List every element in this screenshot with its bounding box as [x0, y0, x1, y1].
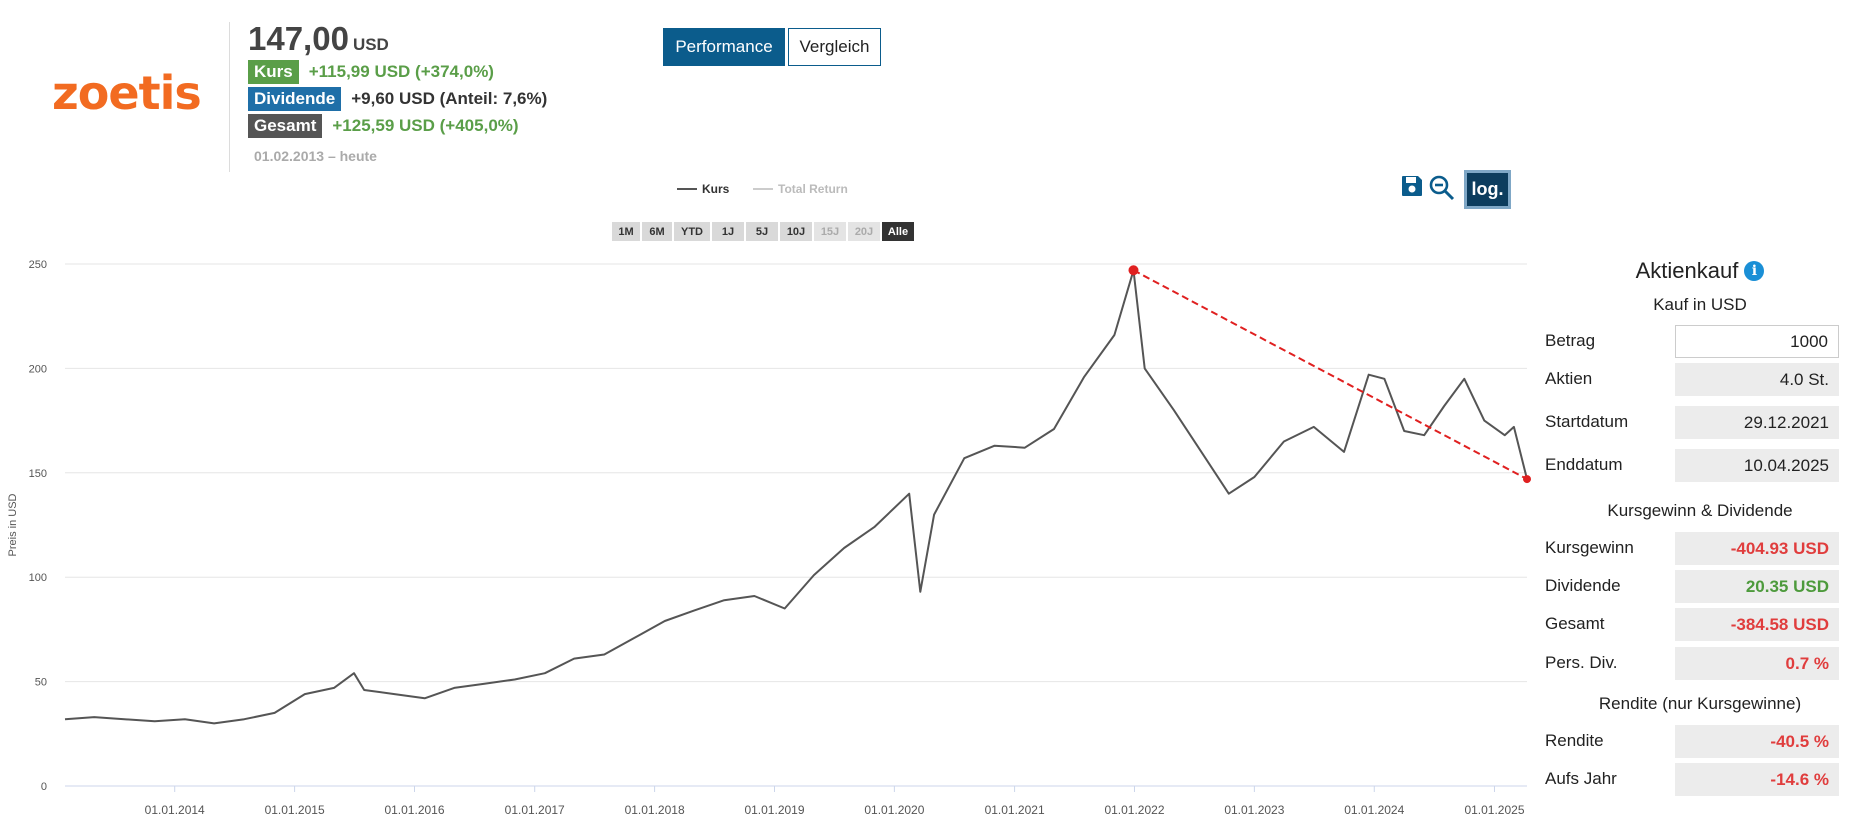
persdiv-value: 0.7 % — [1675, 647, 1839, 680]
current-price: 147,00 USD — [248, 20, 389, 58]
x-tick-label: 01.01.2018 — [625, 803, 685, 817]
total-badge: Gesamt — [248, 114, 323, 138]
y-tick-label: 250 — [29, 259, 47, 271]
panel-title: Aktienkauf i — [1530, 258, 1853, 284]
betrag-input[interactable] — [1675, 325, 1839, 358]
zoom-out-icon[interactable] — [1428, 174, 1456, 207]
price-currency: USD — [352, 35, 389, 54]
legend-item-total-return[interactable]: Total Return — [753, 182, 848, 196]
range-button-10j[interactable]: 10J — [780, 222, 812, 241]
x-tick-label: 01.01.2017 — [505, 803, 565, 817]
tab-performance[interactable]: Performance — [663, 28, 785, 66]
enddatum-label: Enddatum — [1545, 455, 1623, 474]
dividende-label: Dividende — [1545, 576, 1621, 595]
persdiv-label: Pers. Div. — [1545, 653, 1618, 672]
kurs-badge: Kurs — [248, 60, 299, 84]
dividend-row: Dividende +9,60 USD (Anteil: 7,6%) — [248, 87, 547, 111]
x-tick-label: 01.01.2024 — [1344, 803, 1404, 817]
x-tick-label: 01.01.2014 — [145, 803, 205, 817]
y-tick-label: 200 — [29, 363, 47, 375]
kursgewinn-value: -404.93 USD — [1675, 532, 1839, 565]
betrag-label: Betrag — [1545, 331, 1596, 350]
dividend-badge: Dividende — [248, 87, 342, 111]
range-button-alle[interactable]: Alle — [882, 222, 914, 241]
info-icon[interactable]: i — [1744, 261, 1765, 281]
kurs-line — [64, 269, 1528, 725]
y-tick-label: 0 — [41, 781, 47, 793]
legend-total-return-swatch — [753, 188, 773, 190]
legend-kurs-label: Kurs — [702, 182, 730, 196]
trend-end-point — [1523, 475, 1531, 484]
y-tick-label: 50 — [35, 677, 47, 689]
y-axis-ticks: 0 50 100 150 200 250 — [29, 259, 47, 793]
legend-kurs-swatch — [677, 188, 697, 190]
aktien-value: 4.0 St. — [1675, 363, 1839, 396]
rendite-label: Rendite — [1545, 731, 1604, 750]
dividende-value: 20.35 USD — [1675, 570, 1839, 603]
aktien-label: Aktien — [1545, 369, 1593, 388]
startdatum-label: Startdatum — [1545, 412, 1629, 431]
x-axis-ticks: 01.01.2014 01.01.2015 01.01.2016 01.01.2017… — [145, 786, 1525, 817]
range-button-1m[interactable]: 1M — [612, 222, 640, 241]
y-axis-label: Preis in USD — [7, 493, 19, 556]
trend-start-point — [1128, 265, 1139, 276]
enddatum-value[interactable]: 10.04.2025 — [1675, 449, 1839, 482]
legend-item-kurs[interactable]: Kurs — [677, 182, 729, 196]
trend-annotation — [1128, 265, 1531, 484]
y-tick-label: 100 — [29, 572, 47, 584]
section-kursgewinn-dividende: Kursgewinn & Dividende — [1607, 501, 1793, 520]
dividend-value: +9,60 USD (Anteil: 7,6%) — [351, 89, 548, 108]
total-value: +125,59 USD (+405,0%) — [332, 116, 519, 135]
aufsjahr-label: Aufs Jahr — [1545, 769, 1617, 788]
x-tick-label: 01.01.2025 — [1464, 803, 1524, 817]
header-divider — [229, 22, 230, 172]
x-tick-label: 01.01.2020 — [864, 803, 924, 817]
range-button-20j: 20J — [848, 222, 880, 241]
series-kurs — [64, 269, 1528, 725]
section-rendite: Rendite (nur Kursgewinne) — [1598, 694, 1802, 713]
aufsjahr-value: -14.6 % — [1675, 763, 1839, 796]
range-button-ytd[interactable]: YTD — [674, 222, 710, 241]
rendite-value: -40.5 % — [1675, 725, 1839, 758]
range-button-15j: 15J — [814, 222, 846, 241]
gesamt-label: Gesamt — [1545, 614, 1605, 633]
kursgewinn-label: Kursgewinn — [1545, 538, 1634, 557]
range-button-1j[interactable]: 1J — [712, 222, 744, 241]
price-value: 147,00 — [248, 20, 349, 57]
panel-title-text: Aktienkauf — [1635, 258, 1739, 283]
y-tick-label: 150 — [29, 468, 47, 480]
zoetis-logo: zoetis — [52, 66, 202, 120]
x-tick-label: 01.01.2016 — [384, 803, 444, 817]
x-tick-label: 01.01.2023 — [1224, 803, 1284, 817]
x-tick-label: 01.01.2019 — [744, 803, 804, 817]
startdatum-value[interactable]: 29.12.2021 — [1675, 406, 1839, 439]
kurs-value: +115,99 USD (+374,0%) — [308, 62, 494, 81]
trend-line — [1133, 269, 1528, 480]
range-button-5j[interactable]: 5J — [746, 222, 778, 241]
chart-grid — [65, 263, 1527, 787]
x-tick-label: 01.01.2021 — [985, 803, 1045, 817]
log-scale-button[interactable]: log. — [1464, 170, 1511, 209]
tab-vergleich[interactable]: Vergleich — [788, 28, 881, 66]
x-tick-label: 01.01.2022 — [1104, 803, 1164, 817]
date-range: 01.02.2013 – heute — [254, 148, 377, 164]
legend-total-return-label: Total Return — [778, 182, 848, 196]
panel-subtitle: Kauf in USD — [1653, 295, 1747, 314]
gesamt-value: -384.58 USD — [1675, 608, 1839, 641]
total-row: Gesamt +125,59 USD (+405,0%) — [248, 114, 519, 138]
save-icon[interactable] — [1400, 174, 1424, 203]
range-button-6m[interactable]: 6M — [642, 222, 672, 241]
kurs-row: Kurs +115,99 USD (+374,0%) — [248, 60, 494, 84]
x-tick-label: 01.01.2015 — [265, 803, 325, 817]
